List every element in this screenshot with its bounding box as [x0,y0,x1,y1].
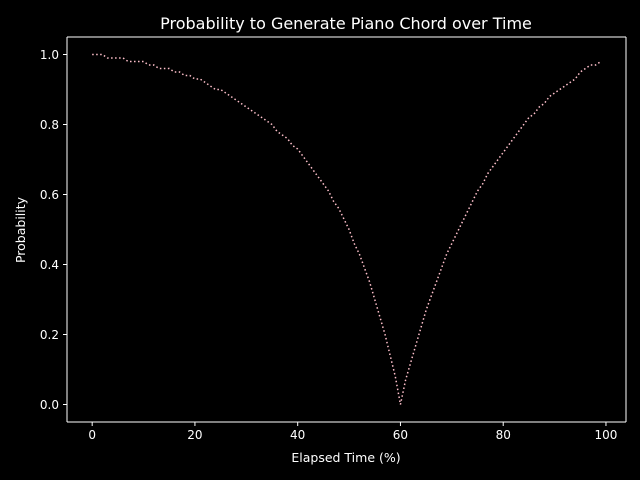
y-tick-label: 0.4 [40,258,59,272]
x-tick-label: 100 [595,428,618,442]
y-axis-label: Probability [13,196,28,263]
y-tick-label: 0.6 [40,188,59,202]
x-tick-label: 80 [496,428,511,442]
y-tick-label: 0.2 [40,328,59,342]
chart-title: Probability to Generate Piano Chord over… [160,14,532,33]
x-tick-label: 40 [290,428,305,442]
series-line-0 [92,53,602,405]
y-tick-label: 0.0 [40,398,59,412]
y-tick-label: 1.0 [40,48,59,62]
x-tick-label: 20 [187,428,202,442]
plot-area: 0 20 40 60 80 100 0.0 0.2 0.4 0.6 0.8 1.0 [40,36,627,442]
x-tick-label: 60 [393,428,408,442]
x-tick-label: 0 [88,428,96,442]
x-axis-label: Elapsed Time (%) [291,450,400,465]
y-tick-label: 0.8 [40,118,59,132]
